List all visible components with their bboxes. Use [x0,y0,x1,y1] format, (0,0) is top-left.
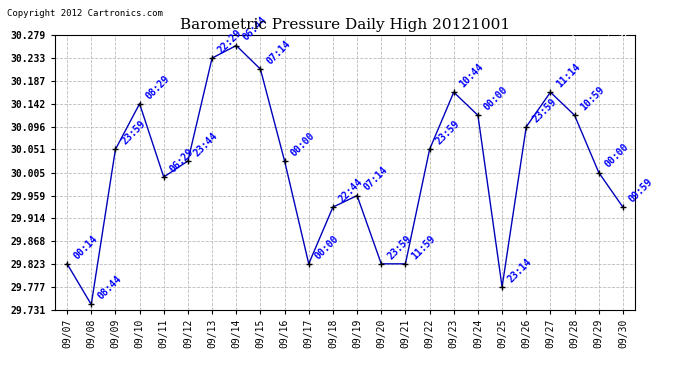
Text: 23:59: 23:59 [531,96,558,124]
Text: Pressure  (Inches/Hg): Pressure (Inches/Hg) [516,28,629,38]
Text: 11:59: 11:59 [410,233,437,261]
Title: Barometric Pressure Daily High 20121001: Barometric Pressure Daily High 20121001 [180,18,510,33]
Text: 09:59: 09:59 [627,177,655,204]
Text: 23:59: 23:59 [434,119,462,147]
Text: 10:44: 10:44 [458,62,486,89]
Text: 00:00: 00:00 [313,233,341,261]
Text: 10:59: 10:59 [579,85,607,112]
Text: Copyright 2012 Cartronics.com: Copyright 2012 Cartronics.com [7,9,163,18]
Text: 07:14: 07:14 [362,165,389,193]
Text: 23:44: 23:44 [192,130,220,158]
Text: 23:59: 23:59 [119,119,148,147]
Text: 00:14: 00:14 [71,233,99,261]
Text: 08:44: 08:44 [95,274,124,302]
Text: 23:14: 23:14 [506,256,534,284]
Text: 08:29: 08:29 [144,73,172,101]
Text: 22:44: 22:44 [337,177,365,204]
Text: 06:29: 06:29 [168,146,196,174]
Text: 00:00: 00:00 [288,130,317,158]
Text: 11:14: 11:14 [555,62,582,89]
Text: 07:14: 07:14 [264,39,293,66]
Text: 06:44: 06:44 [240,15,268,43]
Text: 22:29: 22:29 [216,27,244,55]
Text: 23:59: 23:59 [386,233,413,261]
Text: 00:00: 00:00 [603,142,631,170]
Text: 00:00: 00:00 [482,85,510,112]
